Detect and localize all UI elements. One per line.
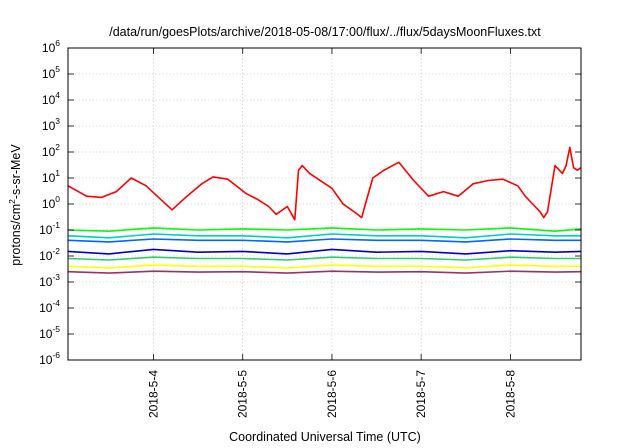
y-tick-label: 102 [42,142,60,159]
y-tick-base: 10 [39,275,53,289]
series-line-1 [67,146,582,221]
y-tick-label: 10-3 [39,272,60,289]
y-tick-base: 10 [39,249,53,263]
y-tick-label: 10-6 [39,350,60,367]
y-tick-exponent: 2 [55,142,60,152]
y-tick-label: 10-2 [39,246,60,263]
y-tick-exponent: 3 [55,116,60,126]
y-tick-exponent: 1 [55,168,60,178]
y-tick-label: 10-5 [39,324,60,341]
y-tick-exponent: -5 [52,324,60,334]
grid [68,48,581,360]
y-tick-labels: 10610510410310210110010-110-210-310-410-… [39,38,60,367]
y-tick-exponent: 5 [55,64,60,74]
y-tick-label: 100 [42,194,60,211]
y-tick-label: 101 [42,168,60,185]
x-tick-labels: 2018-5-4 2018-5-5 2018-5-6 2018-5-7 2018-5-8 [147,370,518,418]
x-tick-label: 2018-5-4 [147,370,161,418]
y-tick-base: 10 [42,93,56,107]
y-tick-base: 10 [42,171,56,185]
y-tick-base: 10 [39,223,53,237]
y-tick-base: 10 [39,301,53,315]
y-tick-exponent: -4 [52,298,60,308]
x-tick-label: 2018-5-8 [503,370,517,418]
y-tick-label: 105 [42,64,60,81]
series-line-7 [67,264,581,269]
x-tick-label: 2018-5-5 [236,370,250,418]
ticks [68,47,581,361]
y-tick-label: 10-1 [39,220,60,237]
series-line-4 [67,238,581,243]
y-tick-exponent: -1 [52,220,60,230]
x-tick-label: 2018-5-6 [325,370,339,418]
y-tick-base: 10 [42,197,56,211]
y-tick-base: 10 [42,67,56,81]
y-tick-base: 10 [42,119,56,133]
y-tick-label: 10-4 [39,298,60,315]
y-tick-base: 10 [39,327,53,341]
y-tick-base: 10 [39,353,53,367]
series-line-2 [67,227,582,232]
series-line-8 [67,270,582,274]
x-axis-label: Coordinated Universal Time (UTC) [229,430,421,444]
y-axis-label: protons/cm2-s-sr-MeV [7,144,23,266]
y-tick-exponent: -3 [52,272,60,282]
y-axis-label-superscript: 2 [7,199,17,204]
y-tick-label: 104 [42,90,60,107]
x-tick-label: 2018-5-7 [414,370,428,418]
y-tick-exponent: 0 [55,194,60,204]
series-line-5 [67,248,582,255]
y-tick-base: 10 [42,145,56,159]
y-tick-exponent: -2 [52,246,60,256]
y-tick-exponent: -6 [52,350,60,360]
y-tick-exponent: 4 [55,90,60,100]
y-tick-base: 10 [42,41,56,55]
series-group [67,146,582,274]
y-tick-exponent: 6 [55,38,60,48]
y-tick-label: 103 [42,116,60,133]
series-line-6 [67,256,581,261]
chart-title: /data/run/goesPlots/archive/2018-05-08/1… [109,25,541,39]
y-tick-label: 106 [42,38,60,55]
series-line-3 [67,233,581,239]
